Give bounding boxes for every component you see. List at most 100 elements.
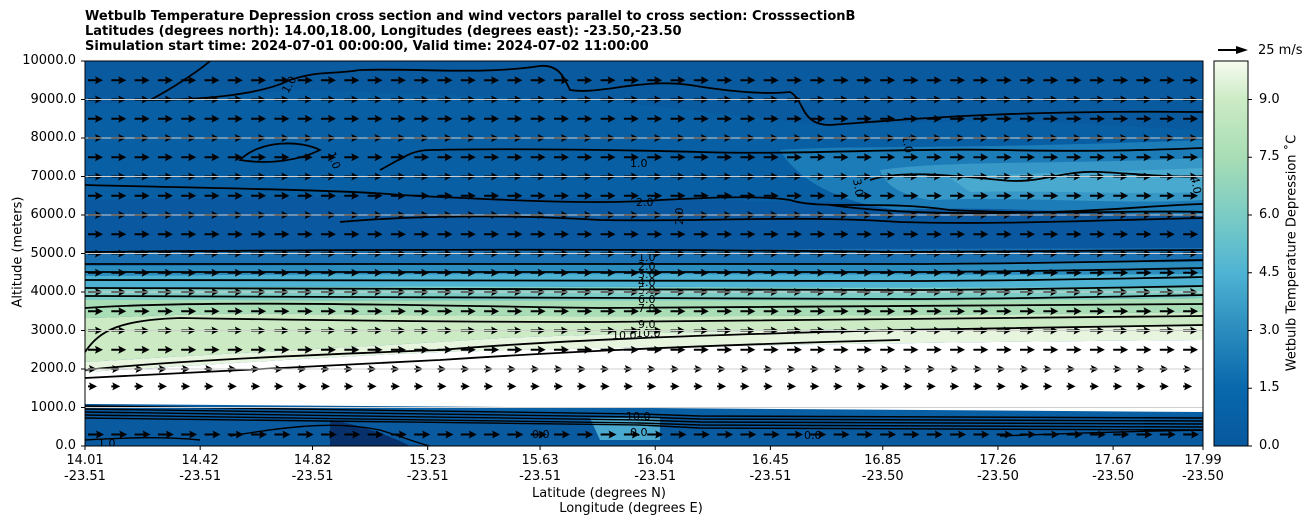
wind-arrow	[274, 307, 290, 316]
wind-arrow	[833, 191, 849, 200]
wind-arrow	[274, 382, 284, 391]
wind-arrow	[717, 430, 734, 439]
wind-arrow	[530, 230, 546, 239]
wind-arrow	[297, 76, 313, 85]
wind-arrow	[740, 114, 756, 123]
wind-arrow	[507, 76, 523, 85]
wind-arrow	[763, 230, 779, 239]
wind-arrow	[833, 114, 849, 123]
wind-arrow	[344, 153, 360, 162]
wind-arrow	[367, 114, 383, 123]
wind-arrow	[787, 114, 802, 123]
wind-arrow	[1183, 307, 1199, 316]
wind-arrow	[297, 153, 313, 162]
wind-arrow	[157, 230, 173, 239]
colorbar	[1213, 60, 1249, 447]
wind-arrow	[623, 268, 639, 277]
wind-arrow	[437, 114, 453, 123]
wind-arrow	[134, 230, 150, 239]
wind-arrow	[763, 191, 779, 200]
wind-arrow	[693, 191, 709, 200]
wind-arrow	[344, 268, 360, 277]
y-tick-label: 7000.0	[30, 168, 77, 184]
colorbar-tick-label: 0.0	[1259, 438, 1280, 453]
wind-arrow	[810, 191, 826, 200]
wind-arrow	[157, 153, 173, 162]
wind-arrow	[274, 268, 290, 277]
wind-arrow	[1136, 345, 1152, 354]
wind-arrow	[181, 114, 197, 123]
x-tick-latitude: 17.67	[1094, 453, 1132, 468]
wind-arrow	[950, 430, 967, 439]
wind-arrow	[973, 430, 990, 439]
wind-arrow	[787, 153, 802, 162]
wind-arrow	[600, 153, 616, 162]
contour-label: 3.0	[850, 178, 866, 197]
wind-arrow	[926, 230, 942, 239]
wind-arrow	[833, 230, 849, 239]
wind-arrow	[1113, 153, 1129, 162]
wind-arrow	[204, 153, 220, 162]
wind-arrow	[251, 268, 267, 277]
wind-arrow	[1159, 153, 1175, 162]
wind-arrow	[856, 382, 866, 391]
wind-arrow	[763, 307, 779, 316]
x-tick-longitude: -23.51	[634, 469, 677, 484]
wind-arrow	[926, 382, 936, 391]
wind-arrow	[297, 430, 314, 439]
contour-1-closed	[238, 142, 323, 163]
wind-arrow	[950, 191, 966, 200]
wind-arrow	[926, 430, 943, 439]
wind-arrow	[437, 153, 453, 162]
x-tick-latitude: 14.01	[66, 453, 104, 468]
y-tick-label: 2000.0	[30, 361, 77, 376]
wind-arrow	[717, 307, 733, 316]
wind-arrow	[1066, 307, 1082, 316]
wind-arrow	[111, 230, 127, 239]
wind-arrow	[111, 345, 127, 354]
wind-arrow	[460, 345, 476, 354]
wind-arrow	[437, 76, 453, 85]
wind-arrow	[344, 430, 361, 439]
wind-arrow	[926, 345, 942, 354]
x-tick-label: 17.99 -23.50	[1168, 453, 1238, 485]
wind-arrow	[787, 76, 802, 85]
wind-arrow	[787, 430, 803, 439]
wind-arrow	[810, 430, 827, 439]
wind-arrow	[414, 430, 431, 439]
x-tick-latitude: 16.85	[864, 453, 902, 468]
wind-arrow	[996, 114, 1012, 123]
wind-arrow	[903, 114, 919, 123]
wind-arrow	[227, 230, 243, 239]
wind-arrow	[623, 307, 639, 316]
wind-arrow	[321, 153, 336, 162]
wind-arrow	[181, 230, 197, 239]
wind-arrow	[414, 76, 430, 85]
wind-arrow	[973, 191, 989, 200]
wind-arrow	[88, 307, 103, 316]
wind-arrow	[740, 307, 756, 316]
wind-arrow	[1136, 153, 1152, 162]
wind-arrow	[181, 307, 197, 316]
wind-arrow	[321, 382, 330, 391]
wind-arrow	[437, 430, 454, 439]
wind-arrow	[321, 307, 336, 316]
gridlines	[85, 99, 1203, 408]
wind-arrow	[670, 430, 687, 439]
wind-arrow	[856, 268, 872, 277]
wind-arrow	[903, 307, 919, 316]
wind-arrow	[717, 382, 727, 391]
colorbar-tick-label: 9.0	[1259, 91, 1280, 107]
wind-arrow	[507, 345, 523, 354]
wind-arrow	[833, 345, 849, 354]
wind-arrow	[787, 382, 796, 391]
x-axis-label-secondary: Longitude (degrees E)	[559, 501, 703, 516]
wind-arrow	[1136, 191, 1152, 200]
wind-arrow	[623, 382, 633, 391]
wind-arrow	[251, 230, 267, 239]
wind-arrow	[484, 345, 500, 354]
wind-arrow	[926, 307, 942, 316]
contour-level-10b	[85, 339, 901, 379]
wind-arrow	[111, 76, 127, 85]
wind-arrow	[1089, 382, 1099, 391]
